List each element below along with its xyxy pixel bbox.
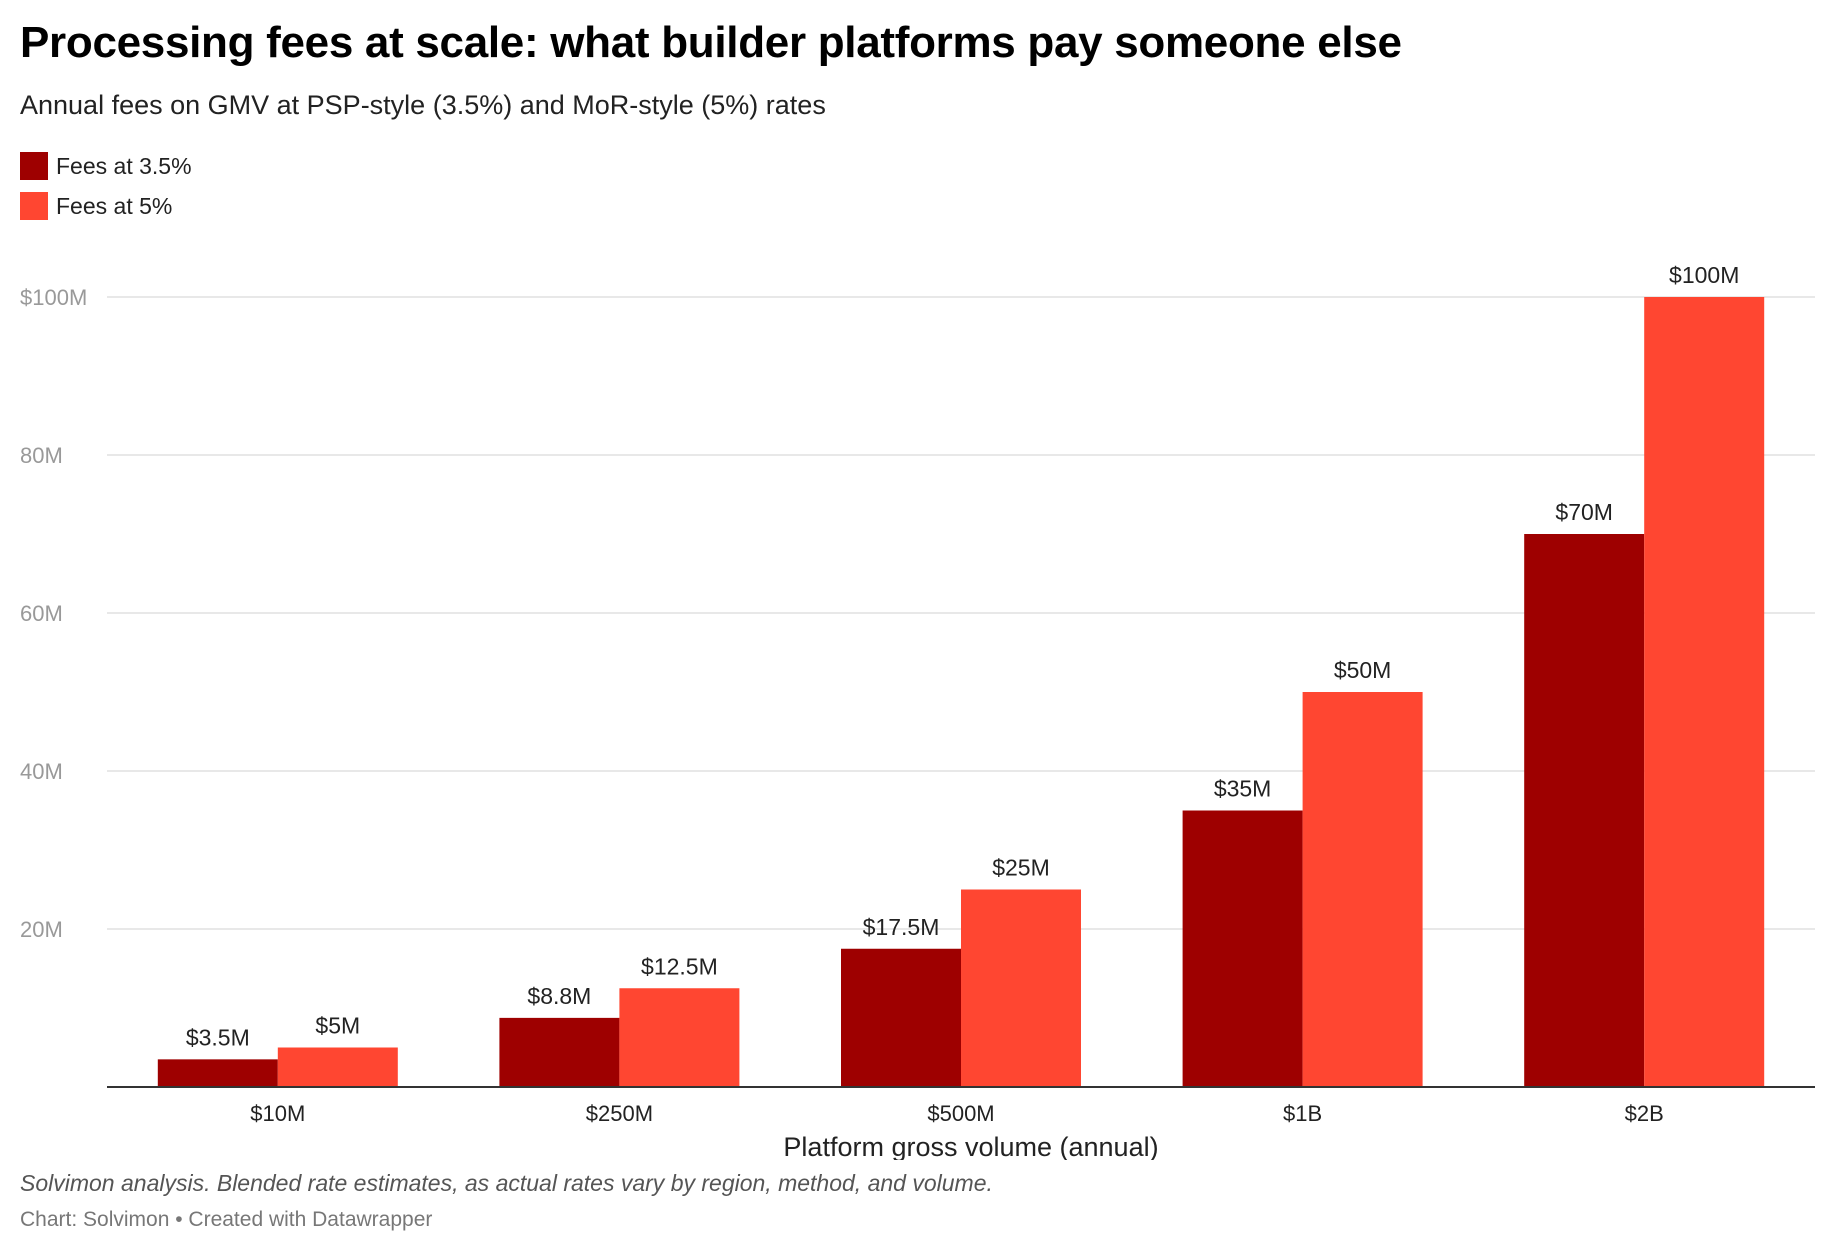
data-label: $17.5M [863, 914, 940, 940]
data-label: $8.8M [527, 983, 591, 1009]
chart-title: Processing fees at scale: what builder p… [20, 18, 1402, 67]
legend-label-series-1: Fees at 3.5% [56, 152, 192, 179]
bar [1524, 534, 1645, 1087]
x-axis-title: Platform gross volume (annual) [783, 1132, 1158, 1160]
bar [1302, 692, 1423, 1087]
data-label: $70M [1555, 499, 1613, 525]
x-tick-label: $1B [1283, 1101, 1322, 1126]
y-tick-label: 80M [20, 443, 63, 468]
y-tick-label: 40M [20, 759, 63, 784]
legend-swatch-series-1 [20, 152, 48, 180]
x-tick-label: $2B [1625, 1101, 1664, 1126]
bar [1182, 810, 1303, 1087]
legend-label-series-2: Fees at 5% [56, 192, 173, 219]
data-label: $3.5M [186, 1024, 250, 1050]
credit-line: Chart: Solvimon • Created with Datawrapp… [20, 1208, 433, 1231]
x-tick-label: $10M [250, 1101, 305, 1126]
y-tick-label: 20M [20, 917, 63, 942]
bar [619, 988, 740, 1087]
bar-chart: 20M 40M 60M 80M $100M $3.5M $5M $10M $8.8M $12.5M… [20, 262, 1815, 1160]
bar [157, 1059, 278, 1087]
source-note: Solvimon analysis. Blended rate estimate… [20, 1170, 993, 1196]
legend: Fees at 3.5% Fees at 5% [20, 146, 192, 226]
data-label: $50M [1334, 657, 1392, 683]
bar [277, 1047, 398, 1087]
legend-item-series-2: Fees at 5% [20, 186, 192, 226]
data-label: $25M [992, 855, 1050, 881]
bar [841, 948, 961, 1087]
bar [1644, 297, 1765, 1087]
chart-subtitle: Annual fees on GMV at PSP-style (3.5%) a… [20, 90, 826, 120]
bar [499, 1017, 620, 1087]
x-tick-label: $500M [927, 1101, 994, 1126]
bar [961, 889, 1081, 1087]
y-tick-label: 60M [20, 601, 63, 626]
data-label: $5M [315, 1013, 360, 1039]
legend-swatch-series-2 [20, 192, 48, 220]
x-tick-label: $250M [586, 1101, 653, 1126]
data-label: $12.5M [641, 953, 718, 979]
y-tick-label: $100M [20, 285, 87, 310]
legend-item-series-1: Fees at 3.5% [20, 146, 192, 186]
data-label: $100M [1669, 262, 1739, 288]
data-label: $35M [1214, 776, 1272, 802]
